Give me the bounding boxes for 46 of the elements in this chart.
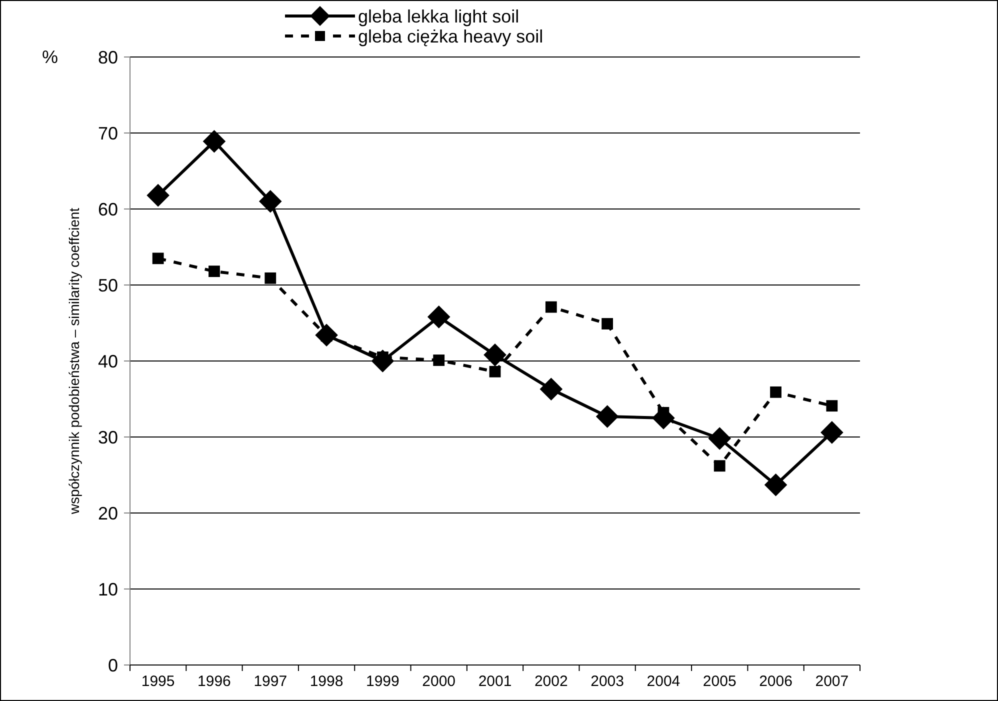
- y-axis-title: współczynnik podobieństwa – similarity coeffcient: [66, 208, 82, 516]
- y-tick-label: 80: [98, 47, 118, 68]
- point: [545, 301, 557, 313]
- x-tick-label: 2007: [815, 673, 849, 690]
- y-tick-label: 20: [98, 503, 118, 524]
- point: [484, 344, 506, 366]
- x-tick-label: 2002: [534, 673, 568, 690]
- legend-label: gleba ciężka heavy soil: [358, 26, 544, 46]
- x-tick-label: 2005: [702, 673, 736, 690]
- point: [602, 318, 614, 330]
- y-tick-label: 0: [108, 655, 118, 676]
- point: [540, 378, 563, 401]
- point: [820, 421, 844, 444]
- x-tick-label: 2006: [759, 673, 792, 690]
- point: [208, 266, 220, 278]
- x-tick-label: 2000: [422, 673, 456, 690]
- y-tick-label: 70: [98, 123, 118, 144]
- point: [489, 366, 501, 378]
- point: [202, 130, 226, 153]
- point: [770, 386, 782, 398]
- point: [764, 473, 788, 496]
- x-tick-label: 1999: [366, 673, 400, 690]
- point: [714, 460, 726, 472]
- x-tick-label: 2003: [590, 673, 624, 690]
- point: [708, 427, 732, 450]
- y-tick-label: 30: [98, 427, 118, 448]
- point: [146, 184, 170, 207]
- y-tick-label: 40: [98, 351, 118, 372]
- y-tick-label: 50: [98, 275, 118, 296]
- point: [152, 252, 164, 264]
- x-tick-label: 2001: [478, 673, 512, 690]
- point: [826, 400, 838, 412]
- point: [427, 306, 450, 328]
- x-tick-label: 1998: [310, 673, 344, 690]
- y-tick-label: 10: [98, 579, 118, 600]
- point: [596, 405, 619, 428]
- x-tick-label: 1996: [198, 673, 231, 690]
- x-tick-label: 1995: [141, 673, 175, 690]
- x-tick-label: 2004: [646, 673, 680, 690]
- y-tick-label: 60: [98, 199, 118, 220]
- point: [433, 354, 445, 366]
- point: [258, 190, 282, 213]
- point: [264, 272, 276, 284]
- x-tick-label: 1997: [254, 673, 288, 690]
- legend-label: gleba lekka light soil: [358, 6, 520, 26]
- text: %: [42, 47, 58, 67]
